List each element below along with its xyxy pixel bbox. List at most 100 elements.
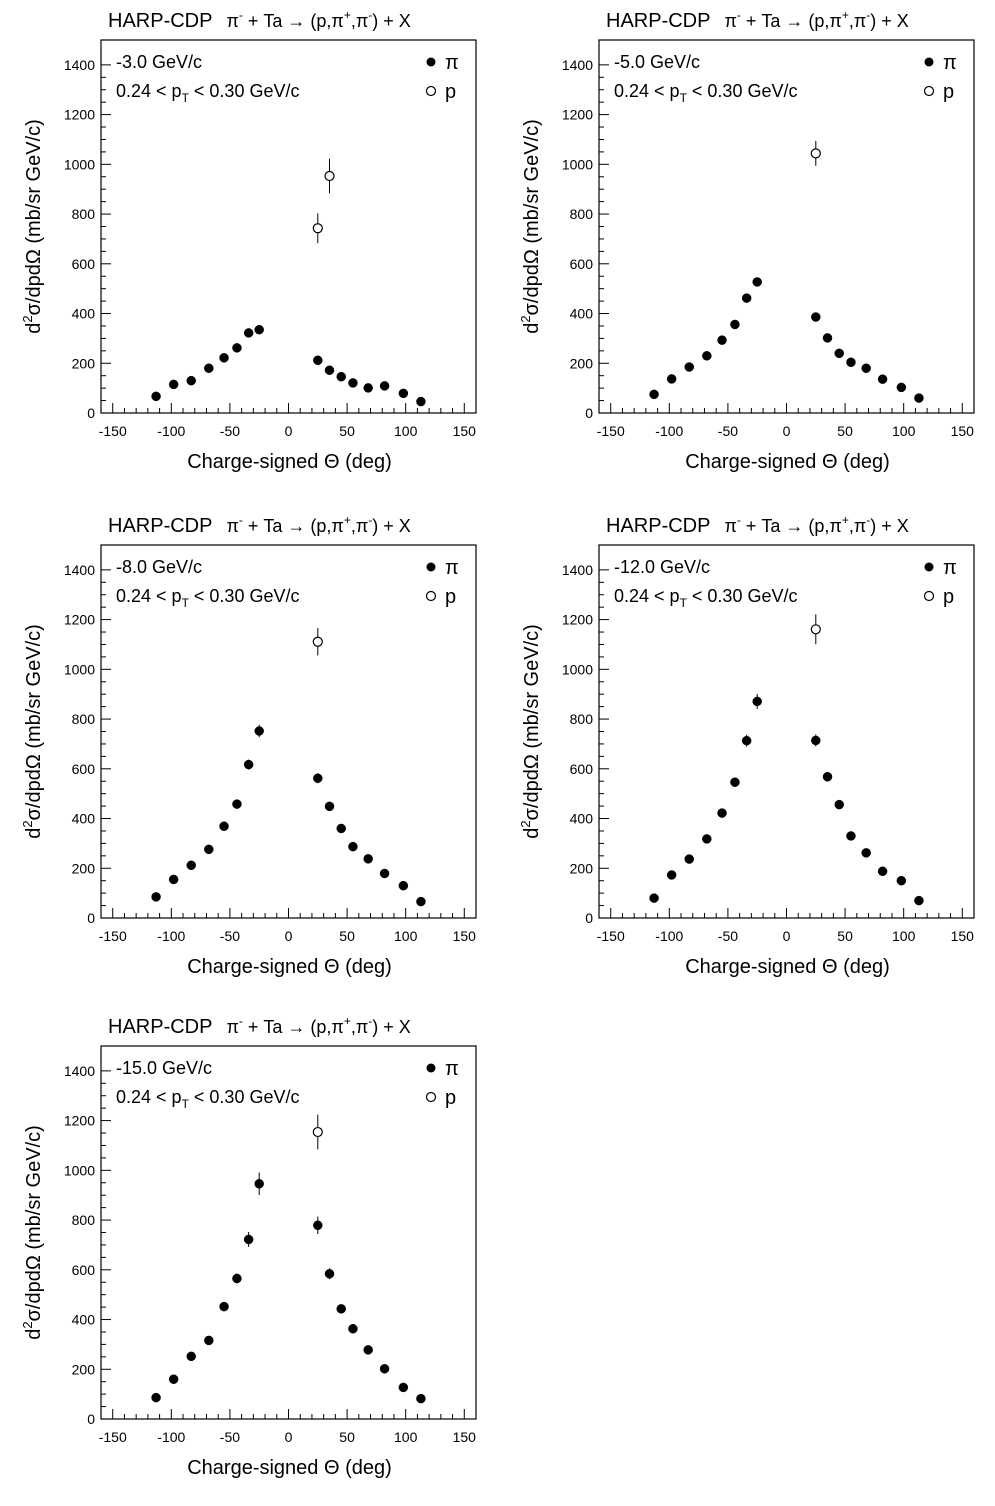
y-tick-label: 1400: [64, 57, 95, 73]
chart-panel-3: -150 -100 -50 0 50 100 150 0 200 400 600 800 1000 120…: [0, 505, 497, 1005]
pi-data-point: [204, 844, 214, 855]
pi-data-point: [168, 1374, 179, 1384]
y-axis-label: d2σ/dpdΩ (mb/sr GeV/c): [20, 1125, 45, 1340]
y-tick-label: 1000: [562, 156, 593, 172]
legend-pi-label: π: [445, 557, 459, 579]
x-tick-label: 100: [892, 423, 916, 439]
x-tick-label: 100: [394, 1429, 418, 1445]
pi-data-point: [834, 799, 844, 810]
legend-pi-label: π: [943, 557, 957, 579]
pi-data-point: [254, 324, 264, 335]
pi-data-point: [717, 808, 727, 818]
panel-title: HARP-CDP π- + Ta → (p,π+,π-) + X: [108, 513, 411, 537]
pi-data-point: [348, 841, 358, 852]
x-tick-label: -100: [655, 423, 683, 439]
pi-data-point: [877, 374, 888, 384]
pi-data-point: [363, 1345, 373, 1355]
x-tick-label: 100: [394, 928, 418, 944]
chart-panel-1: -150 -100 -50 0 50 100 150 0 200 400 600 800 1000 120…: [0, 0, 497, 500]
pi-data-point: [861, 363, 871, 373]
legend-pi-label: π: [445, 1058, 459, 1080]
x-tick-label: 100: [394, 423, 418, 439]
pi-data-point: [254, 1179, 264, 1189]
pt-range-label: 0.24 < pT < 0.30 GeV/c: [116, 1087, 299, 1111]
y-tick-label: 800: [570, 206, 594, 222]
pi-data-point: [363, 383, 373, 393]
p-data-point: [810, 624, 821, 635]
x-tick-label: -100: [157, 423, 185, 439]
pi-data-point: [649, 389, 659, 400]
pi-data-point: [254, 726, 264, 736]
pi-data-point: [896, 382, 907, 393]
x-tick-label: -150: [597, 423, 625, 439]
pi-data-point: [186, 375, 196, 386]
pi-data-point: [822, 772, 833, 782]
y-tick-label: 200: [72, 860, 96, 876]
y-tick-label: 0: [87, 1411, 95, 1427]
chart-svg: -150 -100 -50 0 50 100 150 0 200 400 600 800 1000 120…: [20, 513, 477, 978]
pi-data-point: [336, 371, 346, 382]
y-tick-label: 1200: [64, 107, 95, 123]
pi-data-point: [914, 393, 924, 403]
pi-data-point: [243, 759, 254, 770]
pi-data-point: [811, 312, 821, 322]
pi-data-point: [752, 696, 762, 707]
pi-data-point: [684, 854, 694, 864]
chart-svg: -150 -100 -50 0 50 100 150 0 200 400 600 800 1000 120…: [20, 1014, 477, 1479]
pi-data-point: [752, 277, 762, 287]
y-tick-label: 200: [72, 355, 96, 371]
y-axis-label: d2σ/dpdΩ (mb/sr GeV/c): [518, 119, 543, 334]
pi-data-point: [313, 773, 323, 783]
pi-data-point: [822, 333, 833, 343]
legend-p-label: p: [943, 81, 954, 103]
pi-data-point: [348, 378, 358, 388]
x-tick-label: 0: [783, 928, 791, 944]
pi-data-point: [846, 357, 856, 368]
pi-data-point: [416, 896, 426, 907]
x-tick-label: -100: [655, 928, 683, 944]
y-tick-label: 600: [72, 1262, 96, 1278]
x-tick-label: 0: [285, 1429, 293, 1445]
x-tick-label: 50: [339, 423, 355, 439]
pi-data-point: [846, 831, 856, 841]
y-tick-label: 1400: [562, 57, 593, 73]
pi-data-point: [204, 363, 214, 373]
x-tick-label: -50: [718, 928, 738, 944]
y-tick-label: 600: [72, 256, 96, 272]
pi-data-point: [313, 355, 323, 366]
y-tick-label: 1200: [562, 107, 593, 123]
x-tick-label: 100: [892, 928, 916, 944]
pi-data-point: [379, 1364, 390, 1374]
y-tick-label: 1200: [64, 1113, 95, 1129]
x-tick-label: 50: [339, 928, 355, 944]
y-axis-label: d2σ/dpdΩ (mb/sr GeV/c): [20, 119, 45, 334]
y-tick-label: 1400: [64, 1063, 95, 1079]
x-tick-label: 150: [453, 928, 477, 944]
pi-data-point: [204, 1335, 214, 1346]
x-tick-label: -50: [220, 928, 240, 944]
pi-data-point: [666, 870, 677, 880]
y-tick-label: 200: [72, 1361, 96, 1377]
pi-data-point: [243, 1234, 254, 1245]
x-tick-label: -150: [99, 423, 127, 439]
y-tick-label: 600: [570, 256, 594, 272]
legend-p-marker: [923, 590, 935, 602]
pi-data-point: [741, 735, 752, 746]
pi-data-point: [649, 893, 659, 903]
pt-range-label: 0.24 < pT < 0.30 GeV/c: [614, 586, 797, 610]
pi-data-point: [398, 880, 409, 891]
y-tick-label: 400: [72, 1312, 96, 1328]
x-tick-label: 150: [951, 928, 975, 944]
pi-data-point: [834, 348, 844, 359]
pi-data-point: [684, 362, 694, 372]
panel-title: HARP-CDP π- + Ta → (p,π+,π-) + X: [606, 513, 909, 537]
pi-data-point: [336, 823, 346, 834]
legend-pi-marker: [924, 562, 934, 572]
pi-data-point: [861, 848, 871, 858]
pt-range-label: 0.24 < pT < 0.30 GeV/c: [116, 586, 299, 610]
x-axis-label: Charge-signed Θ (deg): [187, 451, 392, 473]
x-tick-label: 50: [339, 1429, 355, 1445]
x-tick-label: -50: [220, 1429, 240, 1445]
y-tick-label: 800: [72, 206, 96, 222]
momentum-label: -12.0 GeV/c: [614, 557, 710, 577]
